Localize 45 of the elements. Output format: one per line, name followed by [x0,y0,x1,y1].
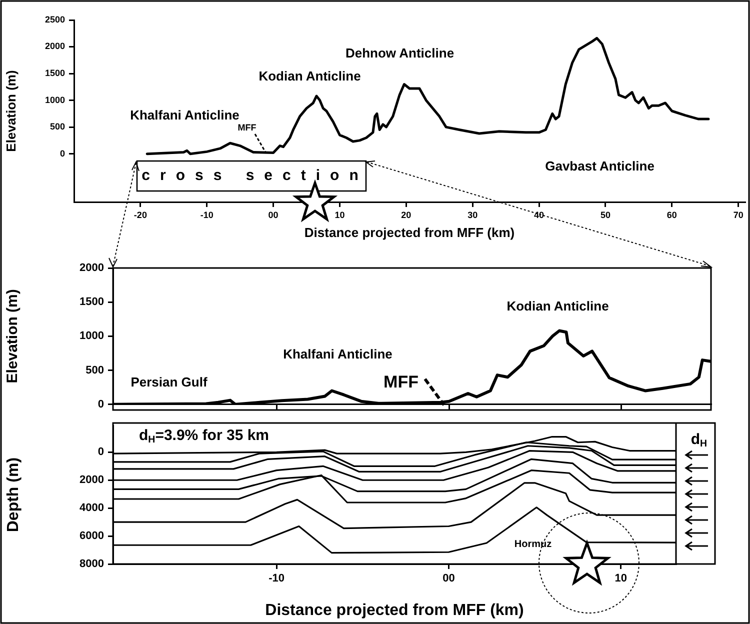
y-tick-label: 2000 [80,474,104,486]
x-tick-label: -10 [200,210,214,220]
y-tick-label: 1000 [44,94,65,105]
y-tick-label: 4000 [80,502,104,514]
y-axis-title: Depth (m) [5,457,22,532]
x-tick-label: 20 [401,210,412,220]
annotation: Hormuz [514,538,552,550]
x-tick-label: 10 [334,210,345,220]
x-tick-label: 00 [268,210,278,220]
x-axis-title: Distance projected from MFF (km) [265,602,524,619]
y-tick-label: 2000 [80,262,104,274]
annotation: Dehnow Anticline [345,46,454,61]
annotation: Kodian Anticline [506,298,609,314]
y-tick-label: 500 [86,364,104,376]
y-tick-label: 1000 [80,330,104,342]
annotation: MFF [238,122,257,132]
y-tick-label: 0 [60,148,65,158]
y-tick-label: 8000 [80,558,104,570]
annotation: cross section [142,167,368,184]
annotation: Persian Gulf [130,374,208,390]
x-tick-label: 50 [600,210,610,220]
x-tick-label: 30 [468,210,478,220]
y-tick-label: 6000 [80,530,104,542]
x-tick-label: 10 [614,572,628,585]
y-tick-label: 0 [98,398,104,410]
y-tick-label: 2500 [44,14,65,24]
y-tick-label: 1500 [44,68,65,78]
x-tick-label: -10 [268,572,285,585]
y-tick-label: 1500 [80,296,104,308]
y-tick-label: 0 [98,446,104,458]
x-tick-label: 60 [666,210,677,220]
x-tick-label: -20 [134,210,147,220]
annotation: MFF [384,372,418,392]
x-tick-label: 70 [733,210,744,220]
annotation: Khalfani Anticline [283,346,392,362]
annotation: Kodian Anticline [258,68,361,84]
y-axis-title: Elevation (m) [3,70,18,152]
annotation: Gavbast Anticline [545,158,654,174]
x-tick-label: 00 [442,572,455,585]
y-axis-title: Elevation (m) [4,289,22,384]
x-tick-label: 40 [534,210,544,220]
annotation: Khalfani Anticline [130,108,240,123]
x-axis-title: Distance projected from MFF (km) [304,224,515,240]
y-tick-label: 2000 [44,41,65,52]
y-tick-label: 500 [50,122,65,132]
